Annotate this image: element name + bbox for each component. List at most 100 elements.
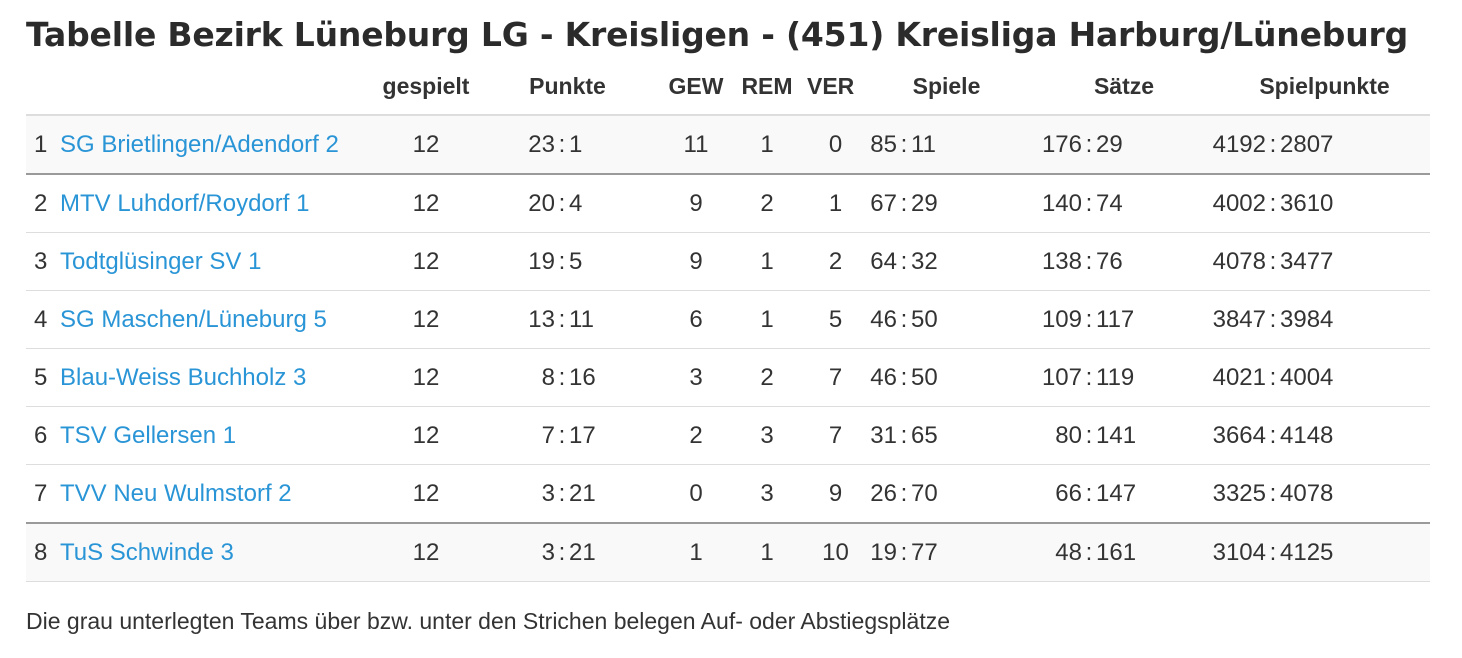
matches-against: 11 bbox=[911, 130, 936, 158]
points: 13:11 bbox=[521, 306, 609, 334]
matches: 46:50 bbox=[861, 306, 947, 334]
header-gew: GEW bbox=[665, 58, 727, 116]
header-gespielt: gespielt bbox=[382, 58, 470, 116]
rally-points-against: 4078 bbox=[1280, 479, 1334, 507]
points: 20:4 bbox=[521, 190, 609, 218]
team-cell: Todtglüsinger SV 1 bbox=[60, 232, 382, 291]
matches-for: 64 bbox=[870, 247, 897, 275]
header-spiele: Spiele bbox=[864, 58, 1029, 116]
points-against: 1 bbox=[569, 130, 583, 158]
matches-against: 65 bbox=[911, 421, 938, 449]
points-against: 11 bbox=[569, 305, 594, 333]
points-against: 17 bbox=[569, 421, 596, 449]
rally-points: 4078:3477 bbox=[1204, 248, 1342, 276]
games-played-cell: 12 bbox=[382, 522, 470, 582]
wins-cell: 9 bbox=[665, 232, 727, 291]
points-for: 3 bbox=[541, 538, 555, 566]
points-cell: 20:4 bbox=[470, 173, 665, 233]
rally-points-cell: 3325:4078 bbox=[1213, 464, 1430, 524]
points: 23:1 bbox=[521, 131, 609, 159]
sets: 80:141 bbox=[1032, 422, 1146, 450]
team-link[interactable]: TVV Neu Wulmstorf 2 bbox=[60, 479, 292, 507]
points-for: 13 bbox=[528, 305, 555, 333]
points-against: 16 bbox=[569, 363, 596, 391]
sets-against: 74 bbox=[1096, 189, 1123, 217]
wins-cell: 0 bbox=[665, 464, 727, 524]
matches-separator: : bbox=[900, 421, 908, 449]
matches-against: 50 bbox=[911, 363, 938, 391]
sets-separator: : bbox=[1085, 538, 1093, 566]
table-row: 6 TSV Gellersen 1 12 7:17 2 3 7 31:65 80:141 3664… bbox=[26, 406, 1430, 465]
draws-cell: 3 bbox=[727, 464, 807, 524]
matches-for: 67 bbox=[870, 189, 897, 217]
matches-separator: : bbox=[900, 363, 908, 391]
matches-cell: 26:70 bbox=[864, 464, 1029, 524]
matches: 67:29 bbox=[861, 190, 947, 218]
team-link[interactable]: MTV Luhdorf/Roydorf 1 bbox=[60, 189, 310, 217]
team-link[interactable]: TuS Schwinde 3 bbox=[60, 538, 234, 566]
matches-for: 46 bbox=[870, 305, 897, 333]
rally-points-for: 4002 bbox=[1212, 189, 1266, 217]
team-link[interactable]: SG Brietlingen/Adendorf 2 bbox=[60, 130, 339, 158]
team-link[interactable]: SG Maschen/Lüneburg 5 bbox=[60, 305, 327, 333]
rank-cell: 2 bbox=[26, 173, 60, 233]
matches-for: 31 bbox=[870, 421, 897, 449]
losses-cell: 0 bbox=[807, 115, 864, 175]
rally-points-against: 3984 bbox=[1280, 305, 1334, 333]
standings-body: 1 SG Brietlingen/Adendorf 2 12 23:1 11 1 0 85:1… bbox=[26, 115, 1430, 582]
matches-cell: 31:65 bbox=[864, 406, 1029, 465]
table-header-row: gespielt Punkte GEW REM VER Spiele Sätze… bbox=[26, 58, 1430, 116]
games-played-cell: 12 bbox=[382, 406, 470, 465]
sets-cell: 66:147 bbox=[1029, 464, 1219, 524]
rally-points-separator: : bbox=[1269, 479, 1277, 507]
table-row: 1 SG Brietlingen/Adendorf 2 12 23:1 11 1 0 85:1… bbox=[26, 115, 1430, 175]
team-link[interactable]: TSV Gellersen 1 bbox=[60, 421, 237, 449]
points-for: 20 bbox=[528, 189, 555, 217]
rally-points: 4021:4004 bbox=[1204, 364, 1342, 392]
rally-points-for: 4192 bbox=[1212, 130, 1266, 158]
matches-separator: : bbox=[900, 130, 908, 158]
header-ver: VER bbox=[807, 58, 864, 116]
sets: 109:117 bbox=[1032, 306, 1146, 334]
standings-table: gespielt Punkte GEW REM VER Spiele Sätze… bbox=[26, 58, 1430, 582]
matches-for: 19 bbox=[870, 538, 897, 566]
points-against: 21 bbox=[569, 479, 596, 507]
sets-separator: : bbox=[1085, 479, 1093, 507]
points-cell: 7:17 bbox=[470, 406, 665, 465]
sets: 107:119 bbox=[1032, 364, 1146, 392]
matches-separator: : bbox=[900, 189, 908, 217]
matches-cell: 64:32 bbox=[864, 232, 1029, 291]
points: 3:21 bbox=[521, 480, 609, 508]
wins-cell: 2 bbox=[665, 406, 727, 465]
losses-cell: 5 bbox=[807, 290, 864, 349]
team-link[interactable]: Todtglüsinger SV 1 bbox=[60, 247, 262, 275]
team-cell: TSV Gellersen 1 bbox=[60, 406, 382, 465]
matches-separator: : bbox=[900, 538, 908, 566]
rally-points-against: 4004 bbox=[1280, 363, 1334, 391]
matches: 85:11 bbox=[861, 131, 947, 159]
rally-points-against: 3477 bbox=[1280, 247, 1334, 275]
rally-points-separator: : bbox=[1269, 538, 1277, 566]
rally-points-for: 4078 bbox=[1212, 247, 1266, 275]
rally-points-cell: 4021:4004 bbox=[1213, 348, 1430, 407]
team-link[interactable]: Blau-Weiss Buchholz 3 bbox=[60, 363, 307, 391]
points-separator: : bbox=[558, 305, 566, 333]
wins-cell: 11 bbox=[665, 115, 727, 175]
points-for: 7 bbox=[541, 421, 555, 449]
sets-cell: 176:29 bbox=[1029, 115, 1219, 175]
draws-cell: 1 bbox=[727, 115, 807, 175]
rally-points-cell: 3847:3984 bbox=[1213, 290, 1430, 349]
sets: 138:76 bbox=[1032, 248, 1146, 276]
sets-for: 66 bbox=[1055, 479, 1082, 507]
losses-cell: 9 bbox=[807, 464, 864, 524]
team-cell: TuS Schwinde 3 bbox=[60, 522, 382, 582]
draws-cell: 2 bbox=[727, 173, 807, 233]
rally-points-against: 3610 bbox=[1280, 189, 1334, 217]
points: 7:17 bbox=[521, 422, 609, 450]
matches-against: 70 bbox=[911, 479, 938, 507]
rally-points-cell: 4002:3610 bbox=[1213, 173, 1430, 233]
rank-cell: 8 bbox=[26, 522, 60, 582]
sets-for: 140 bbox=[1041, 189, 1082, 217]
header-team bbox=[60, 58, 382, 116]
rank-cell: 4 bbox=[26, 290, 60, 349]
